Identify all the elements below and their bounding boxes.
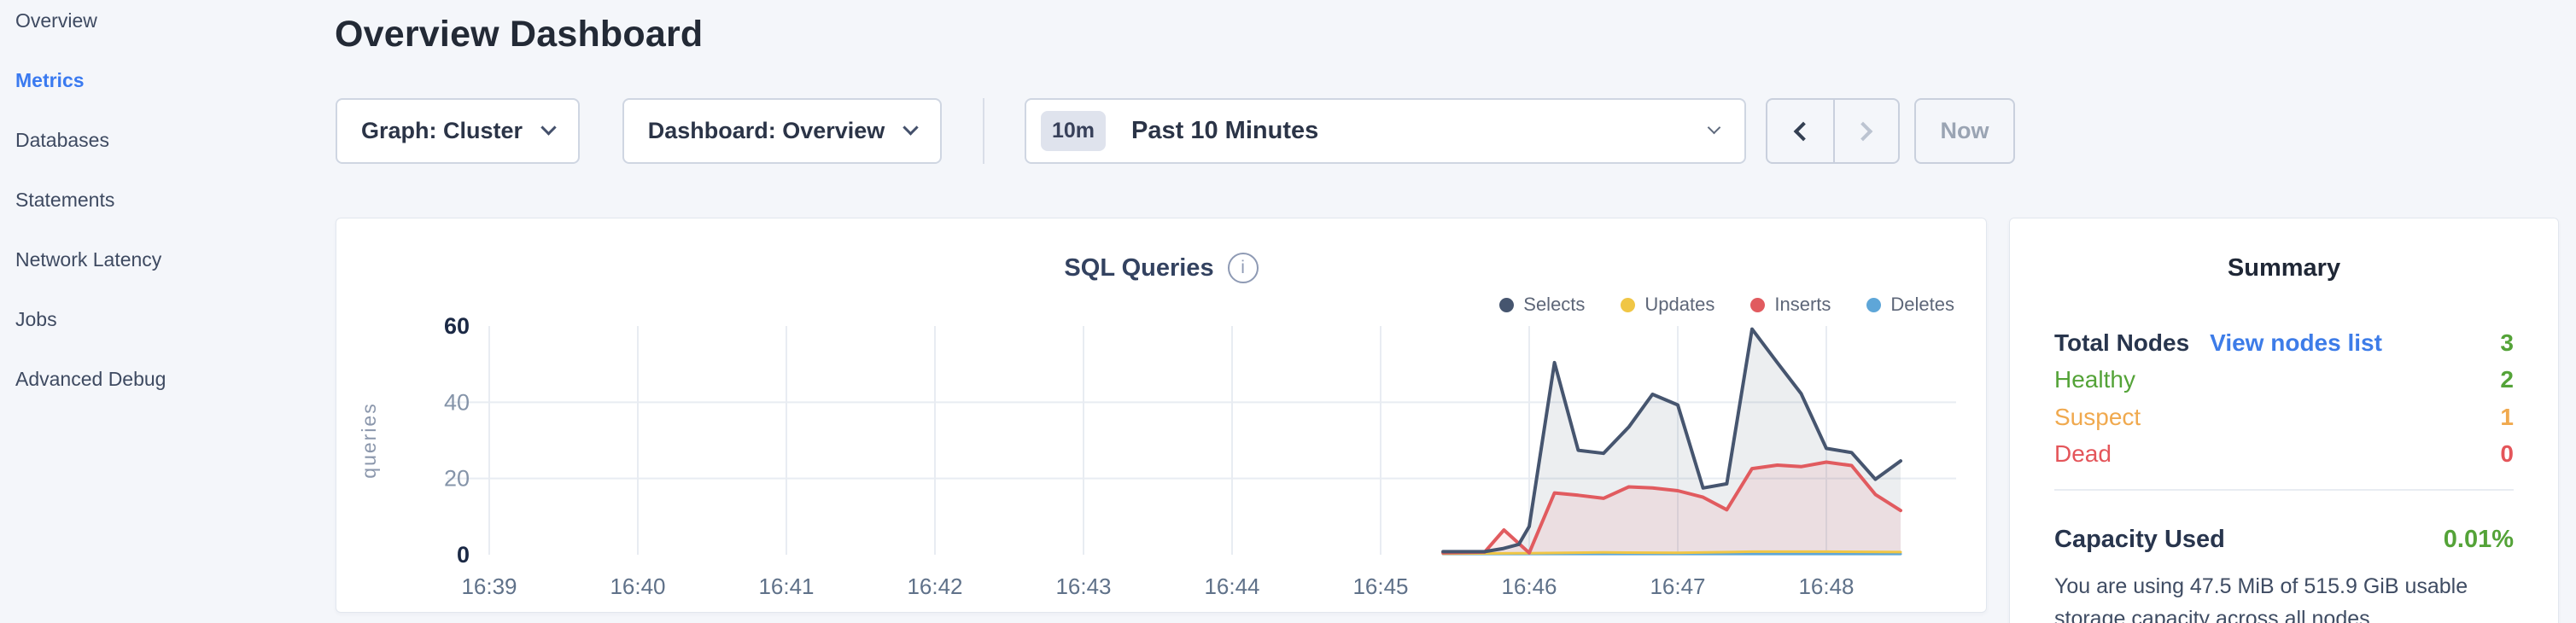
- summary-row-label: Total Nodes: [2054, 329, 2190, 356]
- svg-text:40: 40: [444, 389, 470, 415]
- time-nav-group: [1766, 98, 1900, 164]
- controls-bar: Graph: Cluster Dashboard: Overview 10m P…: [0, 98, 2576, 164]
- legend-item-inserts[interactable]: Inserts: [1750, 294, 1831, 316]
- divider: [983, 98, 984, 164]
- dashboard-dropdown-label: Dashboard: Overview: [647, 118, 885, 143]
- svg-text:16:46: 16:46: [1501, 574, 1557, 599]
- legend-dot-icon: [1499, 297, 1515, 312]
- dashboard-dropdown[interactable]: Dashboard: Overview: [622, 98, 942, 164]
- summary-row-label: Healthy: [2054, 366, 2135, 393]
- prev-range-button[interactable]: [1767, 100, 1833, 162]
- chevron-down-icon: [1707, 120, 1721, 135]
- next-range-button[interactable]: [1832, 100, 1899, 162]
- svg-text:20: 20: [444, 466, 470, 492]
- svg-text:16:45: 16:45: [1352, 574, 1408, 599]
- summary-row-suspect: Suspect 1: [2054, 399, 2514, 436]
- summary-rows: Total Nodes View nodes list 3 Healthy 2 Suspe…: [2054, 324, 2514, 473]
- summary-row-total-nodes: Total Nodes View nodes list 3: [2054, 324, 2514, 362]
- view-nodes-list-link[interactable]: View nodes list: [2210, 329, 2382, 356]
- legend-item-updates[interactable]: Updates: [1621, 294, 1714, 316]
- capacity-row: Capacity Used 0.01%: [2054, 526, 2514, 554]
- svg-text:16:47: 16:47: [1650, 574, 1705, 599]
- now-button[interactable]: Now: [1914, 98, 2015, 164]
- legend-label: Inserts: [1774, 294, 1831, 315]
- capacity-label: Capacity Used: [2054, 526, 2225, 553]
- svg-text:queries: queries: [358, 402, 380, 478]
- summary-card: Summary Total Nodes View nodes list 3 Healt…: [2009, 218, 2559, 623]
- capacity-value: 0.01%: [2443, 526, 2514, 553]
- summary-row-label: Suspect: [2054, 403, 2141, 430]
- svg-text:16:39: 16:39: [461, 574, 517, 599]
- legend-label: Deletes: [1890, 294, 1954, 315]
- sidebar-item-network-latency[interactable]: Network Latency: [15, 248, 162, 271]
- svg-text:0: 0: [457, 542, 470, 568]
- sidebar-item-databases[interactable]: Databases: [15, 129, 109, 151]
- legend-label: Selects: [1523, 294, 1586, 315]
- capacity-description: You are using 47.5 MiB of 515.9 GiB usab…: [2054, 574, 2468, 623]
- legend-label: Updates: [1644, 294, 1715, 315]
- sidebar-item-statements[interactable]: Statements: [15, 189, 115, 211]
- summary-row-healthy: Healthy 2: [2054, 362, 2514, 399]
- chart-legend: Selects Updates Inserts Deletes: [1499, 294, 1954, 316]
- chevron-down-icon: [902, 119, 919, 136]
- sidebar-item-overview[interactable]: Overview: [15, 9, 97, 32]
- chevron-left-icon: [1793, 121, 1814, 141]
- summary-row-value: 1: [2500, 403, 2514, 430]
- sidebar-item-advanced-debug[interactable]: Advanced Debug: [15, 368, 166, 390]
- legend-item-deletes[interactable]: Deletes: [1866, 294, 1954, 316]
- time-range-badge: 10m: [1041, 111, 1107, 151]
- chevron-down-icon: [540, 119, 557, 136]
- sidebar: Overview Metrics Databases Statements Networ…: [15, 6, 306, 424]
- summary-row-value: 2: [2500, 366, 2514, 393]
- summary-row-value: 3: [2500, 329, 2514, 356]
- legend-dot-icon: [1866, 297, 1882, 312]
- chevron-right-icon: [1853, 121, 1873, 141]
- legend-item-selects[interactable]: Selects: [1499, 294, 1585, 316]
- sql-queries-plot: 0 20 40 60 16:39 16:40 16:41 16:42 16:43 16:44 16:…: [358, 313, 1956, 599]
- sql-queries-card: 0 20 40 60 16:39 16:40 16:41 16:42 16:43 16:44 16:…: [336, 218, 1987, 613]
- svg-text:60: 60: [444, 313, 470, 339]
- summary-title: Summary: [2227, 254, 2341, 282]
- svg-text:16:48: 16:48: [1798, 574, 1854, 599]
- summary-row-label: Dead: [2054, 440, 2112, 468]
- sidebar-item-metrics[interactable]: Metrics: [15, 69, 85, 91]
- sidebar-item-jobs[interactable]: Jobs: [15, 308, 57, 330]
- time-range-dropdown[interactable]: 10m Past 10 Minutes: [1025, 98, 1746, 164]
- time-range-label: Past 10 Minutes: [1131, 117, 1319, 144]
- legend-dot-icon: [1621, 297, 1636, 312]
- summary-row-dead: Dead 0: [2054, 436, 2514, 474]
- svg-text:16:40: 16:40: [610, 574, 665, 599]
- divider: [2054, 489, 2514, 491]
- page-title: Overview Dashboard: [335, 14, 704, 55]
- graph-dropdown-label: Graph: Cluster: [360, 118, 523, 143]
- chart-title: SQL Queries: [1064, 253, 1214, 282]
- chart-header: SQL Queries i: [336, 253, 1986, 283]
- legend-dot-icon: [1750, 297, 1766, 312]
- svg-text:16:42: 16:42: [907, 574, 962, 599]
- svg-text:16:44: 16:44: [1204, 574, 1259, 599]
- svg-text:16:43: 16:43: [1055, 574, 1111, 599]
- info-icon[interactable]: i: [1227, 253, 1259, 283]
- graph-dropdown[interactable]: Graph: Cluster: [336, 98, 580, 164]
- summary-row-value: 0: [2500, 440, 2514, 468]
- svg-text:16:41: 16:41: [758, 574, 814, 599]
